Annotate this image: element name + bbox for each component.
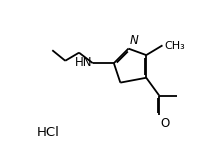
Text: HCl: HCl <box>37 126 60 139</box>
Text: CH₃: CH₃ <box>164 41 185 51</box>
Text: N: N <box>129 34 138 47</box>
Text: O: O <box>161 117 170 130</box>
Text: HN: HN <box>75 56 92 69</box>
